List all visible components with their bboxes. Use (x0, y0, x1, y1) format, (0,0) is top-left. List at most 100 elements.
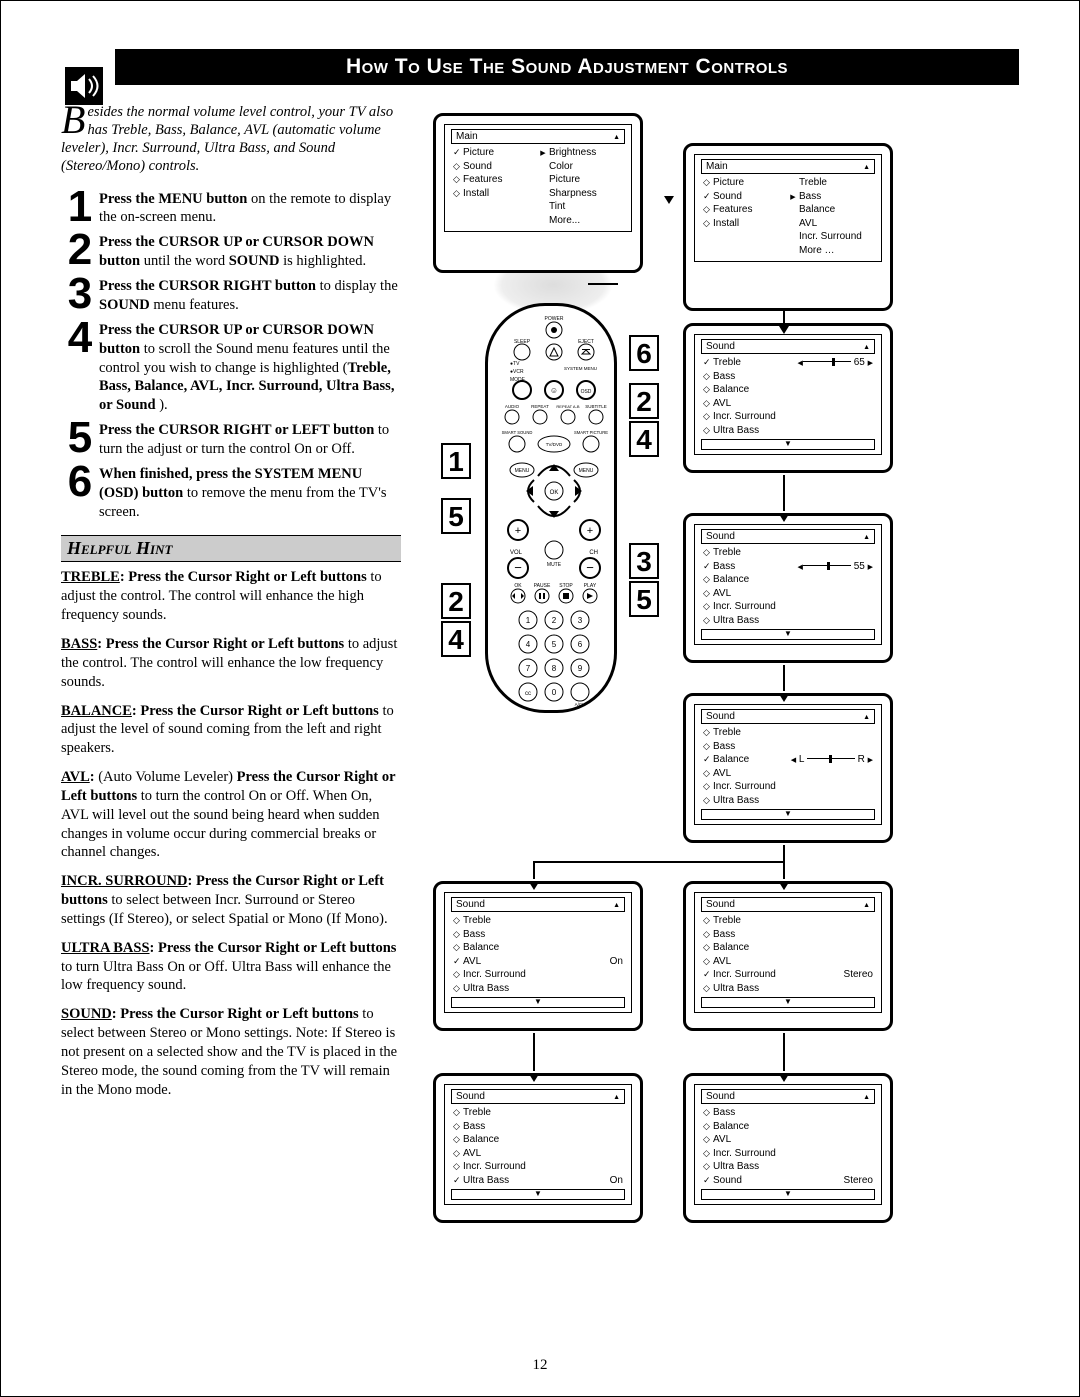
svg-text:SUBTITLE: SUBTITLE (585, 404, 607, 409)
osd-screen: Sound BassBalanceAVLIncr. SurroundUltra … (683, 1073, 893, 1223)
osd-row: Balance (451, 1133, 625, 1147)
osd-row: FeaturesBalance (701, 203, 875, 217)
osd-row: PictureTreble (701, 176, 875, 190)
svg-text:PLAY: PLAY (584, 583, 597, 589)
osd-row: More … (701, 244, 875, 258)
connector-line (533, 1033, 535, 1071)
step-3: 3 Press the CURSOR RIGHT button to displ… (61, 273, 401, 315)
callout-2: 2 (441, 583, 471, 619)
osd-scroll-down-icon: ▼ (701, 997, 875, 1008)
svg-text:6: 6 (578, 640, 583, 649)
svg-text:9: 9 (578, 664, 583, 673)
hint-sound: SOUND: Press the Cursor Right or Left bu… (61, 1005, 401, 1099)
osd-row: SoundColor (451, 160, 625, 174)
osd-row: PictureBrightness (451, 146, 625, 160)
osd-row: Balance (701, 383, 875, 397)
osd-screen: Sound Treble 65 BassBalanceAVLIncr. Surr… (683, 323, 893, 473)
svg-text:OSD: OSD (581, 389, 592, 395)
svg-text:A/CH: A/CH (575, 702, 586, 707)
osd-row: Treble (701, 546, 875, 560)
hint-ultra_bass: ULTRA BASS: Press the Cursor Right or Le… (61, 939, 401, 996)
svg-text:1: 1 (526, 616, 531, 625)
osd-row: AVL (701, 955, 875, 969)
svg-text:5: 5 (552, 640, 557, 649)
svg-text:OK: OK (550, 490, 559, 496)
connector-line (588, 283, 618, 285)
svg-text:☺: ☺ (550, 386, 558, 395)
dropcap: B (61, 103, 87, 137)
step-5: 5 Press the CURSOR RIGHT or LEFT button … (61, 417, 401, 459)
intro-text: Besides the normal volume level control,… (61, 103, 401, 176)
step-2: 2 Press the CURSOR UP or CURSOR DOWN but… (61, 229, 401, 271)
osd-row: Incr. Surround (451, 1160, 625, 1174)
osd-row: Bass (451, 1120, 625, 1134)
svg-text:REPEAT: REPEAT (531, 404, 549, 409)
manual-page: How To Use The Sound Adjustment Controls… (0, 0, 1080, 1397)
svg-text:VOL: VOL (510, 550, 523, 556)
osd-row: Ultra Bass (701, 982, 875, 996)
osd-row: Balance L R (701, 753, 875, 767)
svg-text:MENU: MENU (515, 468, 530, 474)
osd-row: Ultra Bass (701, 794, 875, 808)
osd-row: AVLOn (451, 955, 625, 969)
callout-4: 4 (441, 621, 471, 657)
osd-row: Bass (701, 740, 875, 754)
step-text: Press the CURSOR UP or CURSOR DOWN butto… (99, 317, 401, 415)
step-text: Press the CURSOR UP or CURSOR DOWN butto… (99, 229, 401, 271)
step-number: 5 (61, 417, 99, 459)
osd-row: Incr. Surround (701, 780, 875, 794)
osd-scroll-down-icon: ▼ (701, 629, 875, 640)
hint-bass: BASS: Press the Cursor Right or Left but… (61, 635, 401, 692)
svg-text:+: + (587, 525, 593, 537)
osd-row: Balance (701, 941, 875, 955)
svg-text:0: 0 (552, 688, 557, 697)
svg-text:POWER: POWER (545, 316, 564, 322)
osd-title: Main (451, 129, 625, 144)
osd-row: AVL (451, 1147, 625, 1161)
osd-row: Incr. Surround (451, 968, 625, 982)
osd-row: Ultra Bass (451, 982, 625, 996)
step-1: 1 Press the MENU button on the remote to… (61, 186, 401, 228)
osd-title: Sound (701, 897, 875, 912)
helpful-hint-body: TREBLE: Press the Cursor Right or Left b… (61, 568, 401, 1099)
helpful-hint-header: Helpful Hint (61, 535, 401, 562)
osd-screen: Sound TrebleBassBalance L R AVLIncr. Sur… (683, 693, 893, 843)
hint-balance: BALANCE: Press the Cursor Right or Left … (61, 702, 401, 759)
callout-5: 5 (629, 581, 659, 617)
osd-title: Sound (701, 709, 875, 724)
osd-row: Bass (701, 370, 875, 384)
osd-screen: Sound TrebleBass 55 BalanceAVLIncr. Surr… (683, 513, 893, 663)
arrow-head-icon (779, 509, 789, 527)
svg-text:SMART SOUND: SMART SOUND (502, 430, 533, 435)
step-text: Press the CURSOR RIGHT button to display… (99, 273, 401, 315)
speaker-icon (65, 67, 103, 105)
osd-row: Treble (701, 914, 875, 928)
osd-row: InstallAVL (701, 217, 875, 231)
osd-row: Treble 65 (701, 356, 875, 370)
remote-svg: POWER SLEEP EJECT ●TV ●VCR MODE SYSTEM M… (488, 306, 620, 716)
svg-text:●VCR: ●VCR (510, 369, 524, 375)
step-number: 3 (61, 273, 99, 315)
intro-body: esides the normal volume level control, … (61, 104, 393, 174)
osd-screen: Sound TrebleBassBalanceAVLIncr. Surround… (683, 881, 893, 1031)
osd-title: Sound (701, 1089, 875, 1104)
osd-scroll-down-icon: ▼ (701, 439, 875, 450)
remote-control: POWER SLEEP EJECT ●TV ●VCR MODE SYSTEM M… (485, 303, 617, 713)
osd-screen: Sound TrebleBassBalanceAVLIncr. Surround… (433, 1073, 643, 1223)
svg-text:MENU: MENU (579, 468, 594, 474)
page-title: How To Use The Sound Adjustment Controls (115, 49, 1019, 85)
osd-row: Balance (701, 1120, 875, 1134)
osd-scroll-down-icon: ▼ (451, 1189, 625, 1200)
osd-row: FeaturesPicture (451, 173, 625, 187)
osd-row: AVL (701, 767, 875, 781)
arrow-head-icon (779, 877, 789, 895)
osd-row: SoundStereo (701, 1174, 875, 1188)
osd-row: Ultra Bass (701, 1160, 875, 1174)
step-number: 1 (61, 186, 99, 228)
osd-row: Tint (451, 200, 625, 214)
osd-screen: Main PictureBrightnessSoundColorFeatures… (433, 113, 643, 273)
osd-row: Bass 55 (701, 560, 875, 574)
svg-text:7: 7 (526, 664, 531, 673)
arrow-head-icon (779, 321, 789, 339)
callout-6: 6 (629, 335, 659, 371)
